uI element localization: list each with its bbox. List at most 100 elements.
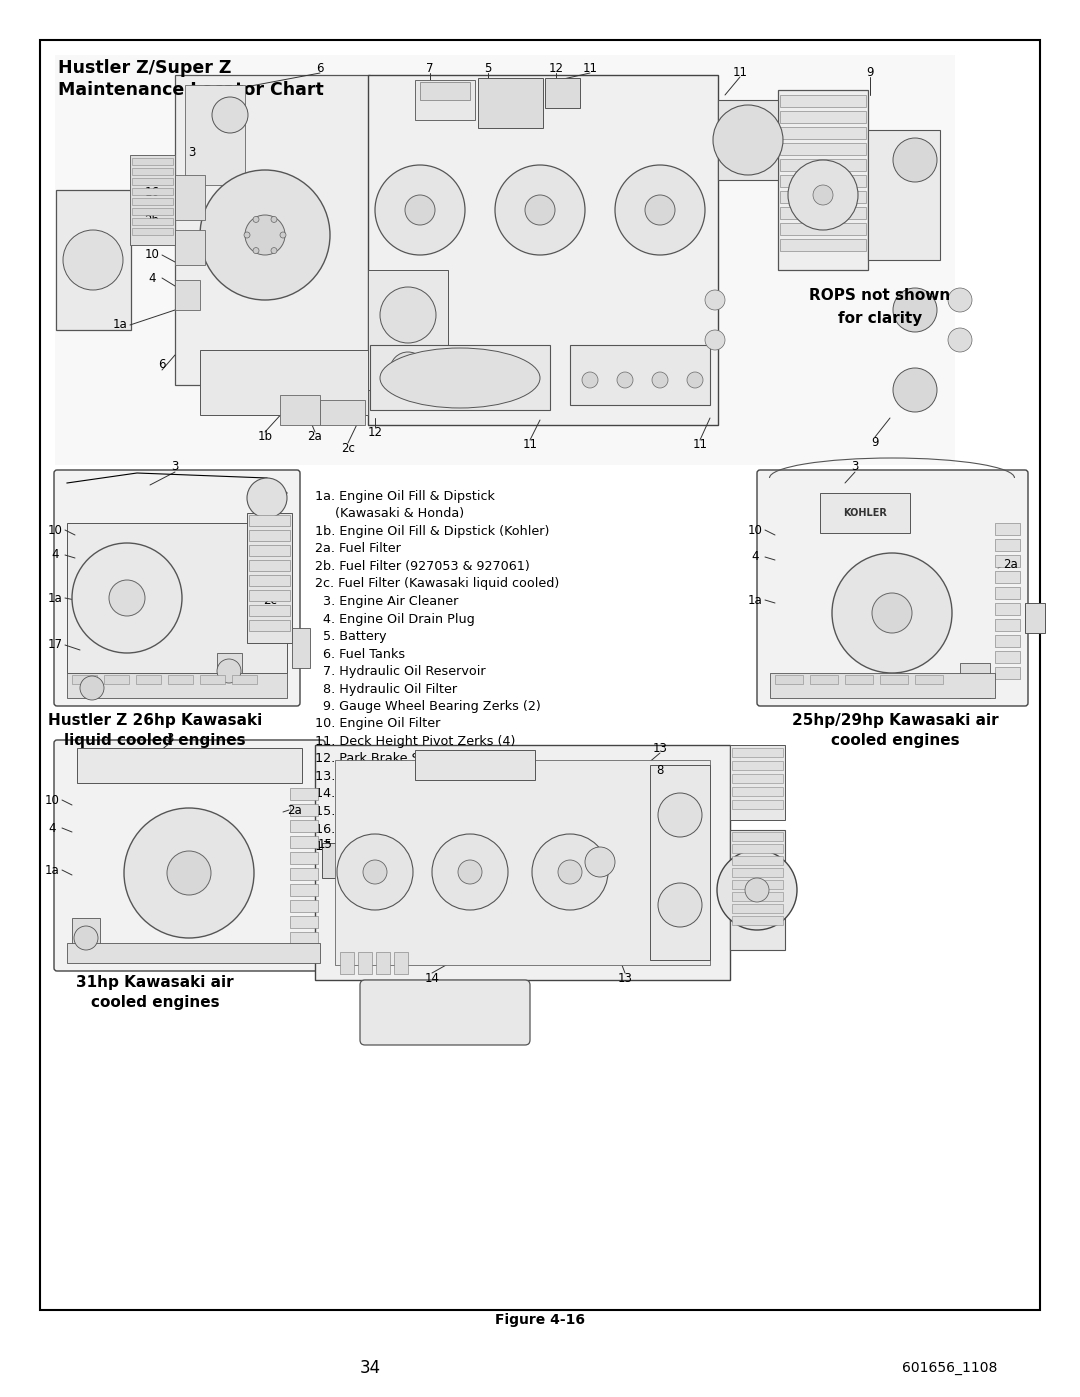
- Bar: [780, 191, 866, 203]
- Bar: [780, 207, 866, 219]
- Bar: [315, 745, 730, 981]
- Circle shape: [280, 232, 286, 237]
- Bar: [249, 515, 291, 527]
- Bar: [995, 555, 1020, 567]
- Circle shape: [832, 553, 951, 673]
- Text: 13. Drive Tire: 13. Drive Tire: [315, 770, 402, 782]
- Bar: [995, 651, 1020, 664]
- Bar: [810, 675, 838, 685]
- Bar: [370, 345, 550, 409]
- Circle shape: [948, 328, 972, 352]
- Circle shape: [788, 161, 858, 231]
- Text: (Kawasaki liquid cooled): (Kawasaki liquid cooled): [315, 858, 490, 870]
- Bar: [775, 675, 804, 685]
- Circle shape: [745, 877, 769, 902]
- Text: for clarity: for clarity: [838, 310, 922, 326]
- Circle shape: [80, 676, 104, 700]
- Bar: [67, 943, 320, 963]
- Bar: [995, 619, 1020, 631]
- Text: 6. Fuel Tanks: 6. Fuel Tanks: [315, 647, 405, 661]
- FancyBboxPatch shape: [54, 469, 300, 705]
- Circle shape: [582, 372, 598, 388]
- Text: 1a: 1a: [747, 594, 762, 606]
- Circle shape: [390, 352, 426, 388]
- Circle shape: [253, 247, 259, 254]
- Bar: [780, 142, 866, 155]
- Circle shape: [813, 184, 833, 205]
- Bar: [770, 673, 995, 698]
- Bar: [249, 529, 291, 541]
- Circle shape: [405, 196, 435, 225]
- Bar: [995, 604, 1020, 615]
- Text: Figure 4-16: Figure 4-16: [495, 1313, 585, 1327]
- Bar: [291, 868, 318, 880]
- Circle shape: [617, 372, 633, 388]
- Text: cooled engines: cooled engines: [91, 995, 219, 1010]
- Circle shape: [72, 543, 183, 652]
- Bar: [732, 868, 783, 877]
- Text: 14: 14: [424, 971, 440, 985]
- Bar: [732, 761, 783, 770]
- Circle shape: [705, 291, 725, 310]
- Circle shape: [75, 926, 98, 950]
- Text: 5. Battery: 5. Battery: [315, 630, 387, 643]
- Circle shape: [167, 851, 211, 895]
- Text: 1b: 1b: [257, 430, 272, 443]
- Bar: [995, 666, 1020, 679]
- Bar: [291, 852, 318, 863]
- Bar: [132, 198, 173, 205]
- Text: 11: 11: [732, 66, 747, 78]
- Bar: [67, 673, 287, 698]
- Bar: [249, 605, 291, 616]
- Bar: [868, 130, 940, 260]
- Bar: [249, 620, 291, 631]
- Bar: [780, 224, 866, 235]
- Bar: [995, 539, 1020, 550]
- Circle shape: [271, 247, 276, 254]
- Circle shape: [245, 215, 285, 256]
- Bar: [1025, 604, 1045, 633]
- Bar: [780, 95, 866, 108]
- Bar: [780, 239, 866, 251]
- Text: 8: 8: [657, 764, 664, 777]
- Bar: [291, 820, 318, 833]
- Text: 10: 10: [145, 249, 160, 261]
- Bar: [732, 800, 783, 809]
- Bar: [730, 745, 785, 820]
- Text: 1b. Engine Oil Fill & Dipstick (Kohler): 1b. Engine Oil Fill & Dipstick (Kohler): [315, 525, 550, 538]
- Text: (Kawasaki & Honda): (Kawasaki & Honda): [315, 507, 464, 521]
- Text: 9. Gauge Wheel Bearing Zerks (2): 9. Gauge Wheel Bearing Zerks (2): [315, 700, 541, 712]
- Bar: [175, 175, 205, 219]
- Bar: [780, 127, 866, 138]
- Bar: [67, 522, 287, 673]
- Circle shape: [532, 834, 608, 909]
- Circle shape: [458, 861, 482, 884]
- Circle shape: [363, 861, 387, 884]
- Bar: [732, 774, 783, 782]
- Text: 10: 10: [44, 793, 59, 806]
- Bar: [132, 228, 173, 235]
- Bar: [780, 110, 866, 123]
- Text: 3: 3: [851, 461, 859, 474]
- Bar: [780, 175, 866, 187]
- Bar: [415, 80, 475, 120]
- Text: 3. Engine Air Cleaner: 3. Engine Air Cleaner: [315, 595, 458, 608]
- Bar: [732, 787, 783, 796]
- Text: 16: 16: [145, 187, 160, 200]
- Bar: [132, 177, 173, 184]
- Text: Hustler Z/Super Z: Hustler Z/Super Z: [58, 59, 231, 77]
- Bar: [415, 750, 535, 780]
- Text: 15: 15: [318, 838, 333, 852]
- Circle shape: [658, 793, 702, 837]
- Text: 11: 11: [582, 61, 597, 74]
- Bar: [732, 833, 783, 841]
- Text: 5: 5: [484, 61, 491, 74]
- Bar: [200, 675, 225, 685]
- Circle shape: [585, 847, 615, 877]
- Bar: [291, 900, 318, 912]
- Bar: [320, 400, 365, 425]
- Bar: [368, 270, 448, 390]
- Circle shape: [893, 138, 937, 182]
- Text: 4: 4: [51, 549, 58, 562]
- Bar: [995, 587, 1020, 599]
